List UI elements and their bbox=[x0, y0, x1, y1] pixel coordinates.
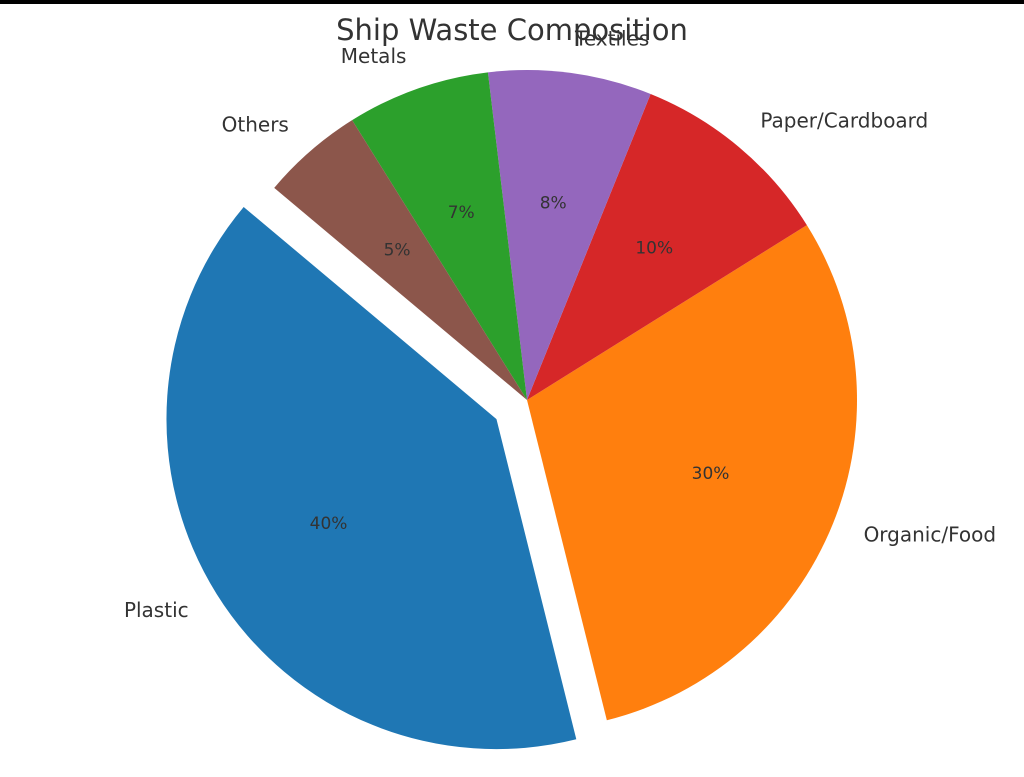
pie-slice-plastic bbox=[166, 206, 577, 750]
pct-label-textiles: 8% bbox=[540, 194, 567, 214]
pct-label-metals: 7% bbox=[448, 203, 475, 223]
slice-label-organic-food: Organic/Food bbox=[864, 522, 997, 546]
pct-label-plastic: 40% bbox=[310, 514, 348, 534]
pie-slice-organic-food bbox=[527, 225, 858, 721]
pie-slices bbox=[166, 70, 858, 750]
slice-label-others: Others bbox=[222, 113, 289, 137]
pct-label-paper-cardboard: 10% bbox=[635, 238, 673, 258]
top-border bbox=[0, 0, 1024, 4]
pie-labels: 40% Plastic 30% Organic/Food 10% Paper/Cardbo… bbox=[124, 27, 996, 622]
slice-label-textiles: Textiles bbox=[574, 27, 649, 51]
pct-label-organic-food: 30% bbox=[692, 464, 730, 484]
pie-slice-paper-cardboard bbox=[527, 94, 807, 400]
slice-label-paper-cardboard: Paper/Cardboard bbox=[760, 108, 928, 132]
pie-slice-metals bbox=[352, 72, 527, 400]
chart-title: Ship Waste Composition bbox=[336, 13, 688, 47]
pie-slice-textiles bbox=[487, 70, 651, 401]
pie-slice-others bbox=[274, 120, 527, 400]
slice-label-plastic: Plastic bbox=[124, 598, 189, 622]
slice-label-metals: Metals bbox=[341, 44, 407, 68]
pct-label-others: 5% bbox=[384, 241, 411, 261]
